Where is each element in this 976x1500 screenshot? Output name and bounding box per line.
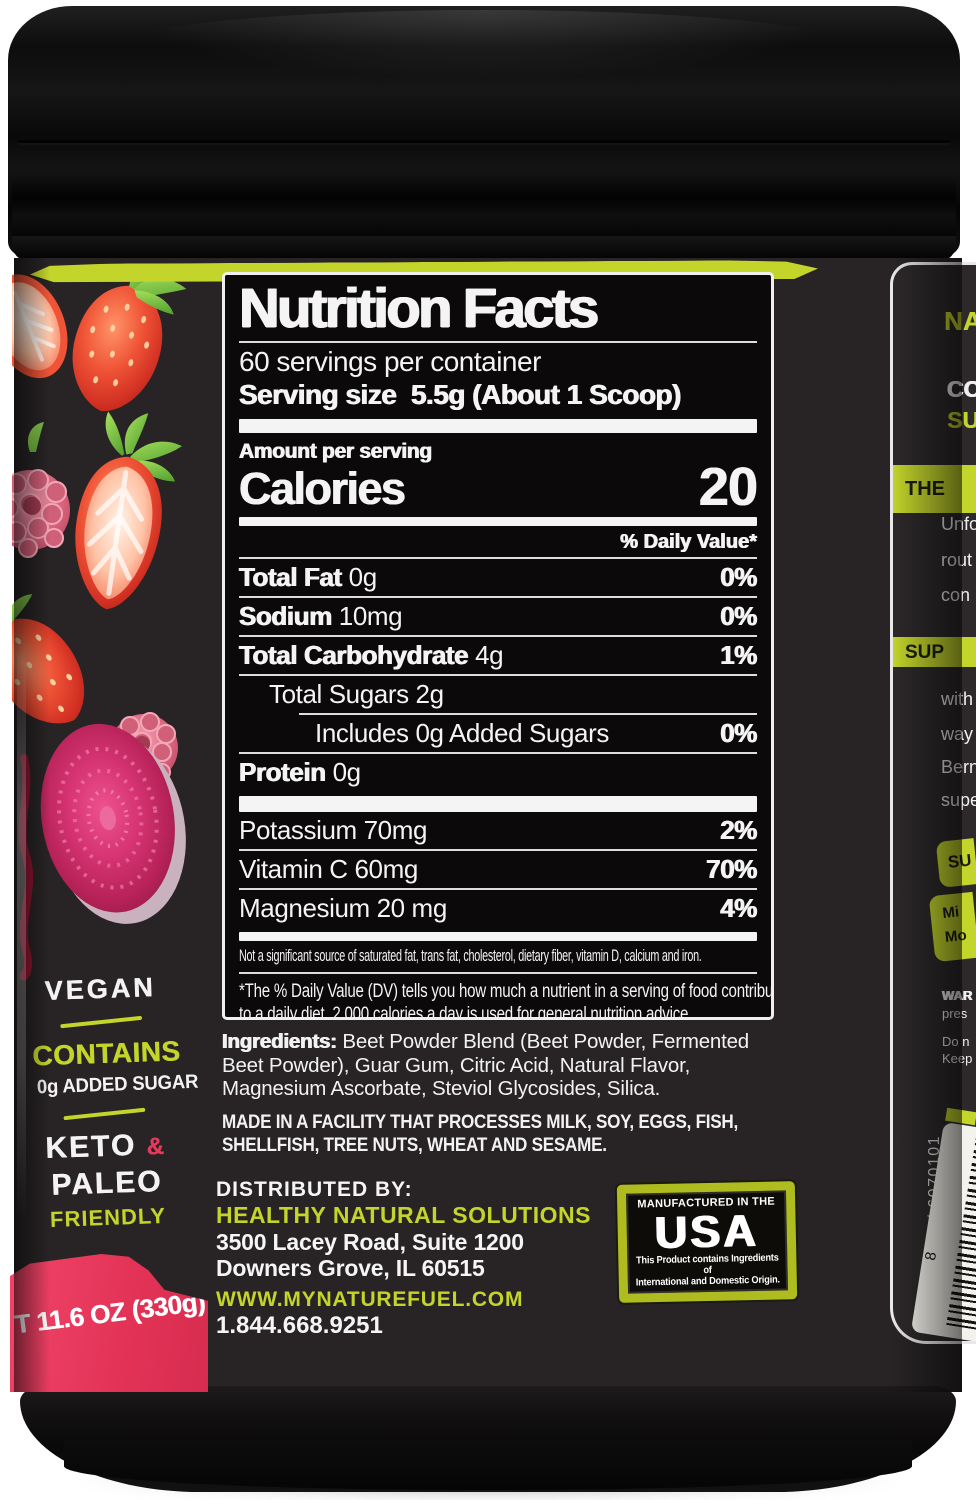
barcode-digit: 8 <box>921 1250 941 1262</box>
distributor-company: HEALTHY NATURAL SOLUTIONS <box>216 1202 591 1228</box>
allergen-statement: MADE IN A FACILITY THAT PROCESSES MILK, … <box>222 1112 738 1156</box>
ingredients-paragraph: Ingredients: Beet Powder Blend (Beet Pow… <box>222 1030 778 1101</box>
added-sugar-badge: 0g ADDED SUGAR <box>36 1070 199 1099</box>
serving-size-line: Serving size 5.5g (About 1 Scoop) <box>239 379 681 410</box>
lid-groove <box>12 178 956 238</box>
divider-medium <box>239 932 757 941</box>
nutrition-facts-title: Nutrition Facts <box>239 277 757 343</box>
right-lime-band-2: SUP <box>893 637 976 667</box>
distributed-by-heading: DISTRIBUTED BY: <box>216 1178 413 1201</box>
not-significant-note-wrap: Not a significant source of saturated fa… <box>239 941 757 974</box>
right-lime-band-1: THE <box>893 465 976 513</box>
daily-value-footnote: *The % Daily Value (DV) tells you how mu… <box>239 981 774 1020</box>
nutrition-facts-panel: Nutrition Facts 60 servings per containe… <box>222 272 774 1020</box>
ingredients-label: Ingredients: <box>222 1030 337 1053</box>
amount-per-serving-label: Amount per serving <box>239 440 432 463</box>
right-fragment-keep: Keep <box>942 1051 973 1066</box>
barcode-icon <box>946 1137 976 1332</box>
distributor-block: DISTRIBUTED BY: HEALTHY NATURAL SOLUTION… <box>216 1178 591 1339</box>
calories-value: 20 <box>698 457 758 517</box>
lid-rim <box>12 236 956 262</box>
net-weight-text: T 11.6 OZ (330g) <box>12 1286 207 1340</box>
right-fragment-don: Do n <box>942 1034 970 1049</box>
right-fragment-su: SU <box>947 407 976 433</box>
distributor-phone: 1.844.668.9251 <box>216 1312 383 1339</box>
made-in-usa-badge: MANUFACTURED IN THE USA This Product con… <box>616 1181 798 1303</box>
usa-badge-line3a: This Product contains Ingredients of <box>635 1252 779 1277</box>
paleo-badge: PALEO <box>50 1165 163 1202</box>
calories-row: Calories 20 <box>239 457 758 517</box>
usa-badge-usa: USA <box>654 1204 760 1259</box>
badge-divider <box>63 1107 146 1121</box>
ampersand: & <box>145 1132 167 1161</box>
right-fragment-war: WAR <box>942 988 973 1003</box>
nutrient-row-sodium: Sodium 10mg 0% <box>239 598 757 637</box>
right-fragment-with: with <box>941 689 974 709</box>
usa-badge-line3b: International and Domestic Origin. <box>635 1274 780 1289</box>
label-edge-highlight <box>17 640 26 1220</box>
distributor-address-1: 3500 Lacey Road, Suite 1200 <box>216 1229 524 1255</box>
right-lime-box-2: Mi Mo <box>928 891 976 963</box>
right-lime-box-1: SU <box>935 838 976 888</box>
canister-base-band <box>64 1440 912 1490</box>
right-fragment-unfo: Unfo <box>941 514 976 534</box>
daily-value-header: % Daily Value* <box>239 526 757 559</box>
right-fragment-rout: rout <box>941 550 973 570</box>
micronutrient-row-magnesium: Magnesium 20 mg 4% <box>239 893 757 923</box>
right-fragment-bern: Bern <box>941 757 976 777</box>
nutrient-row-carbohydrate: Total Carbohydrate 4g 1% <box>239 637 757 676</box>
micronutrient-row-potassium: Potassium 70mg 2% <box>239 812 757 851</box>
not-significant-note: Not a significant source of saturated fa… <box>239 947 702 965</box>
right-fragment-con: con <box>941 585 971 605</box>
divider-thick <box>239 419 757 433</box>
keto-badge: KETO & <box>44 1128 167 1166</box>
vegan-badge: VEGAN <box>44 972 157 1006</box>
right-fragment-supe: supe <box>941 790 976 810</box>
right-fragment-way: way <box>941 724 974 744</box>
lid-seam <box>18 140 950 143</box>
friendly-badge: FRIENDLY <box>49 1202 167 1232</box>
nutrient-row-total-sugars: Total Sugars 2g <box>269 679 444 709</box>
divider-medium <box>239 517 757 526</box>
distributor-address-2: Downers Grove, IL 60515 <box>216 1255 485 1281</box>
right-fragment-co: CO <box>947 376 976 402</box>
right-fragment-na: NA <box>944 306 976 336</box>
claim-badges-column: VEGAN CONTAINS 0g ADDED SUGAR KETO & PAL… <box>30 972 199 1234</box>
divider-thick <box>239 796 757 812</box>
right-fragment-pres: pres <box>942 1006 968 1021</box>
servings-per-container: 60 servings per container <box>239 346 541 377</box>
contains-badge: CONTAINS <box>31 1035 181 1072</box>
nutrient-row-protein: Protein 0g <box>239 757 361 787</box>
badge-divider <box>60 1015 143 1029</box>
nutrient-row-added-sugars: Includes 0g Added Sugars 0% <box>239 715 757 754</box>
micronutrient-row-vitamin-c: Vitamin C 60mg 70% <box>239 851 757 890</box>
nutrient-row-total-fat: Total Fat 0g 0% <box>239 559 757 598</box>
calories-label: Calories <box>239 463 406 514</box>
distributor-website: WWW.MYNATUREFUEL.COM <box>216 1288 524 1311</box>
